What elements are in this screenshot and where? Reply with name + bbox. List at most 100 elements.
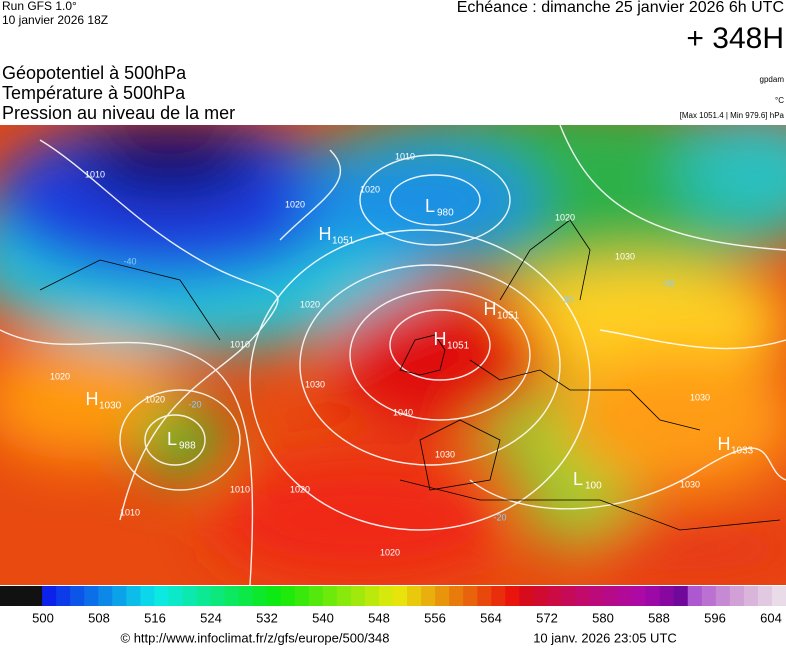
footer-timestamp: 10 janv. 2026 23:05 UTC xyxy=(533,630,677,645)
colorbar-swatch xyxy=(84,586,99,606)
colorbar-swatch xyxy=(449,586,464,606)
colorbar-swatch xyxy=(266,586,282,606)
colorbar-swatch xyxy=(617,586,633,606)
colorbar-swatch xyxy=(477,586,492,606)
colorbar-swatch xyxy=(463,586,478,606)
center-symbol: H xyxy=(484,299,497,319)
colorbar-swatch xyxy=(224,586,240,606)
colorbar-tick-label: 588 xyxy=(648,610,670,625)
isobar-label: 1030 xyxy=(615,251,635,261)
center-symbol: H xyxy=(86,389,99,409)
isobar-label: 1010 xyxy=(395,151,415,161)
colorbar-swatch xyxy=(28,586,43,606)
colorbar-tick-label: 516 xyxy=(144,610,166,625)
colorbar-swatch xyxy=(603,586,619,606)
isobar-label: 1010 xyxy=(85,169,105,179)
colorbar-tick-label: 540 xyxy=(312,610,334,625)
colorbar-swatch xyxy=(519,586,534,606)
run-label: Run GFS 1.0° xyxy=(2,0,77,13)
colorbar-tick-label: 508 xyxy=(88,610,110,625)
colorbar-swatch xyxy=(196,586,212,606)
center-value: 1033 xyxy=(731,446,754,457)
colorbar-swatch xyxy=(336,586,352,606)
colorbar-tick-label: 596 xyxy=(704,610,726,625)
map xyxy=(0,125,786,585)
isobar-label: 1030 xyxy=(680,479,700,489)
isobar-label: 1010 xyxy=(230,484,250,494)
temperature-label: -30 xyxy=(560,294,573,304)
title-3: Pression au niveau de la mer xyxy=(2,103,235,123)
isobar-label: 1020 xyxy=(300,299,320,309)
colorbar-swatch xyxy=(112,586,127,606)
center-symbol: H xyxy=(319,224,332,244)
colorbar-swatch xyxy=(547,586,562,606)
colorbar-swatch xyxy=(407,586,422,606)
colorbar-swatch xyxy=(491,586,506,606)
unit-gpdam: gpdam xyxy=(760,75,785,84)
colorbar-swatch xyxy=(210,586,226,606)
isobar-label: 1020 xyxy=(555,212,575,222)
isobar-label: 1020 xyxy=(50,371,70,381)
isobar-label: 1020 xyxy=(360,184,380,194)
colorbar-swatch xyxy=(645,586,661,606)
isobar-label: 1010 xyxy=(230,339,250,349)
isobar-label: 1010 xyxy=(120,507,140,517)
isobar-label: 1030 xyxy=(305,379,325,389)
colorbar-swatch xyxy=(771,586,786,606)
colorbar-tick-label: 604 xyxy=(760,610,782,625)
temperature-label: -20 xyxy=(493,512,506,522)
colorbar-swatch xyxy=(14,586,29,606)
colorbar-tick-label: 556 xyxy=(424,610,446,625)
colorbar-swatch xyxy=(294,586,310,606)
colorbar-swatch xyxy=(70,586,85,606)
colorbar-swatch xyxy=(687,586,703,606)
center-symbol: L xyxy=(573,469,583,489)
colorbar-swatch xyxy=(140,586,155,606)
colorbar-swatch xyxy=(589,586,605,606)
center-value: 1051 xyxy=(497,311,520,322)
colorbar-tick-label: 532 xyxy=(256,610,278,625)
lead-time: + 348H xyxy=(686,22,784,55)
title-2: Température à 500hPa xyxy=(2,83,186,103)
temperature-label: -40 xyxy=(123,256,136,266)
colorbar-swatch xyxy=(715,586,731,606)
center-symbol: L xyxy=(425,196,435,216)
colorbar-swatch xyxy=(308,586,324,606)
colorbar-swatch xyxy=(533,586,548,606)
isobar-label: 1020 xyxy=(285,199,305,209)
pressure-range: [Max 1051.4 | Min 979.6] hPa xyxy=(680,111,785,120)
colorbar-swatch xyxy=(561,586,576,606)
colorbar-swatch xyxy=(393,586,408,606)
colorbar-tick-label: 500 xyxy=(32,610,54,625)
unit-celsius: °C xyxy=(775,96,784,105)
colorbar-swatch xyxy=(154,586,169,606)
colorbar-swatch xyxy=(631,586,647,606)
center-value: 1030 xyxy=(99,401,122,412)
colorbar-tick-label: 524 xyxy=(200,610,222,625)
colorbar-swatch xyxy=(757,586,773,606)
colorbar-swatch xyxy=(0,586,15,606)
colorbar-tick-label: 580 xyxy=(592,610,614,625)
center-value: 1051 xyxy=(332,236,355,247)
colorbar-swatch xyxy=(168,586,183,606)
colorbar-swatch xyxy=(364,586,380,606)
colorbar-swatch xyxy=(182,586,197,606)
isobar-label: 1020 xyxy=(290,484,310,494)
colorbar-tick-label: 572 xyxy=(536,610,558,625)
colorbar-swatch xyxy=(98,586,113,606)
colorbar-swatch xyxy=(280,586,296,606)
colorbar-swatch xyxy=(673,586,689,606)
isobar-label: 1030 xyxy=(435,449,455,459)
colorbar-tick-label: 564 xyxy=(480,610,502,625)
center-value: 1051 xyxy=(447,341,470,352)
colorbar-swatch xyxy=(378,586,394,606)
isobar-label: 1020 xyxy=(380,547,400,557)
colorbar-swatch xyxy=(505,586,520,606)
center-value: 988 xyxy=(179,441,196,452)
colorbar-swatch xyxy=(701,586,717,606)
center-value: 100 xyxy=(585,481,602,492)
colorbar-swatch xyxy=(42,586,57,606)
colorbar-swatch xyxy=(435,586,450,606)
colorbar-swatch xyxy=(56,586,71,606)
